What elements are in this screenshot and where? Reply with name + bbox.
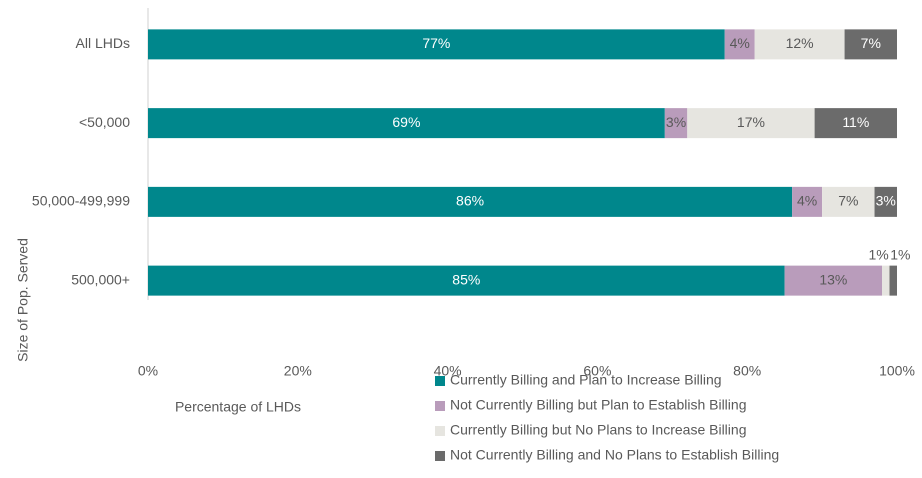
data-label: 4%: [797, 193, 817, 209]
y-tick-label: All LHDs: [76, 35, 130, 51]
data-label: 11%: [842, 114, 869, 130]
bar-segment: [664, 108, 688, 139]
bar-segment: [724, 29, 755, 60]
x-tick-label: 80%: [733, 363, 761, 379]
data-label: 85%: [452, 271, 480, 287]
legend-label: Currently Billing but No Plans to Increa…: [450, 422, 746, 438]
data-label: 13%: [819, 271, 847, 287]
data-label: 86%: [456, 193, 484, 209]
y-tick-label: 500,000+: [71, 271, 130, 287]
x-axis-label: Percentage of LHDs: [175, 399, 301, 415]
data-label: 1%: [869, 246, 889, 262]
data-label: 12%: [786, 35, 814, 51]
bar-segment: [687, 108, 815, 139]
data-label: 1%: [890, 246, 910, 262]
bar-segment: [148, 186, 793, 217]
legend-swatch: [435, 426, 445, 436]
legend-label: Not Currently Billing but Plan to Establ…: [450, 397, 746, 413]
data-label: 3%: [876, 193, 896, 209]
bar-segment: [822, 186, 875, 217]
y-tick-label: 50,000-499,999: [32, 193, 130, 209]
bar-segment: [784, 265, 883, 296]
data-label: 77%: [422, 35, 450, 51]
bar-segment: [148, 265, 785, 296]
bar-segment: [792, 186, 823, 217]
x-tick-label: 40%: [434, 363, 462, 379]
legend-label: Not Currently Billing and No Plans to Es…: [450, 447, 779, 463]
y-axis-label: Size of Pop. Served: [15, 238, 31, 362]
bar-segment: [882, 265, 890, 296]
bar-segment: [814, 108, 897, 139]
data-label: 69%: [392, 114, 420, 130]
legend-swatch: [435, 401, 445, 411]
data-label: 17%: [737, 114, 765, 130]
legend-swatch: [435, 376, 445, 386]
bar-segment: [754, 29, 845, 60]
x-tick-label: 0%: [138, 363, 158, 379]
y-tick-label: <50,000: [79, 114, 130, 130]
legend-swatch: [435, 451, 445, 461]
data-label: 3%: [666, 114, 686, 130]
bar-segment: [148, 108, 665, 139]
legend-label: Currently Billing and Plan to Increase B…: [450, 372, 722, 388]
bar-segment: [874, 186, 897, 217]
x-tick-label: 100%: [879, 363, 915, 379]
x-tick-label: 60%: [583, 363, 611, 379]
bar-segment: [148, 29, 725, 60]
data-label: 4%: [730, 35, 750, 51]
x-tick-label: 20%: [284, 363, 312, 379]
data-label: 7%: [838, 193, 858, 209]
bar-segment: [889, 265, 897, 296]
data-label: 7%: [861, 35, 881, 51]
bar-segment: [844, 29, 897, 60]
